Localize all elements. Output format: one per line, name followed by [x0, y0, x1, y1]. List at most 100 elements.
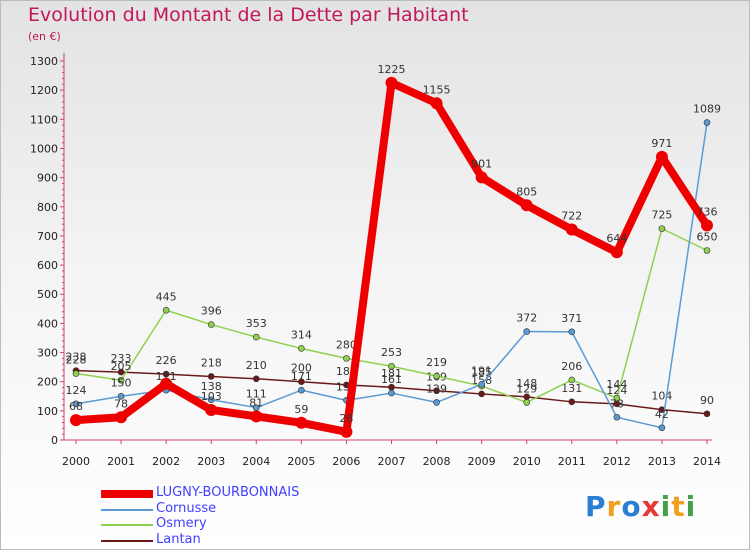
data-label-osmery: 206	[561, 360, 582, 373]
x-tick-label: 2013	[648, 455, 676, 468]
legend-label: Osmery	[156, 516, 207, 531]
data-point-lantan	[252, 375, 260, 383]
x-tick-label: 2007	[378, 455, 406, 468]
data-point-cornusse	[207, 396, 215, 404]
data-point-lugny-bourbonnais	[70, 414, 82, 427]
data-label-cornusse: 171	[291, 370, 312, 383]
data-label-osmery: 219	[426, 356, 447, 369]
data-label-cornusse: 161	[381, 373, 402, 386]
x-tick-label: 2010	[513, 455, 541, 468]
legend-swatch-lantan	[101, 539, 153, 542]
y-tick-label: 300	[37, 347, 58, 360]
data-point-osmery	[658, 225, 666, 232]
data-point-osmery	[568, 376, 576, 384]
x-tick-label: 2003	[197, 455, 225, 468]
data-point-osmery	[703, 247, 711, 254]
data-point-lantan	[703, 410, 711, 418]
y-tick-label: 1200	[30, 84, 58, 97]
data-point-lugny-bourbonnais	[340, 425, 353, 438]
data-label-lugny-bourbonnais: 971	[651, 137, 672, 150]
data-label-lugny-bourbonnais: 644	[606, 232, 627, 245]
data-label-cornusse: 372	[516, 312, 537, 325]
y-tick-label: 1100	[30, 113, 58, 126]
data-point-cornusse	[72, 400, 80, 408]
data-point-cornusse	[433, 399, 440, 406]
y-tick-label: 600	[37, 259, 58, 272]
data-label-cornusse: 150	[111, 376, 132, 389]
chart-title: Evolution du Montant de la Dette par Hab…	[28, 4, 469, 26]
data-label-cornusse: 171	[156, 370, 177, 383]
data-label-osmery: 650	[697, 231, 718, 244]
data-label-cornusse: 129	[426, 382, 447, 395]
legend-label: Lantan	[156, 531, 201, 547]
data-label-lugny-bourbonnais: 59	[294, 403, 308, 416]
data-point-lugny-bourbonnais	[475, 171, 488, 184]
x-tick-label: 2011	[558, 455, 586, 468]
data-point-cornusse	[703, 119, 711, 126]
data-label-lantan: 90	[700, 394, 714, 407]
data-label-lantan: 210	[246, 359, 267, 372]
data-point-lugny-bourbonnais	[520, 199, 533, 212]
x-tick-label: 2006	[332, 455, 360, 468]
data-label-lantan: 233	[111, 352, 132, 365]
data-point-lantan	[433, 387, 440, 395]
x-tick-label: 2005	[287, 455, 315, 468]
data-label-cornusse: 191	[471, 364, 492, 377]
data-point-osmery	[298, 345, 305, 352]
data-point-lantan	[478, 390, 485, 398]
data-label-osmery: 353	[246, 317, 267, 330]
data-label-cornusse: 138	[201, 380, 222, 393]
data-point-lugny-bourbonnais	[655, 150, 668, 163]
data-label-lantan: 131	[561, 382, 582, 395]
data-point-cornusse	[658, 424, 666, 432]
data-label-lugny-bourbonnais: 78	[114, 397, 128, 410]
data-label-lugny-bourbonnais: 103	[201, 390, 222, 403]
y-tick-label: 900	[37, 172, 58, 185]
data-label-lantan: 238	[66, 351, 87, 364]
data-label-cornusse: 78	[610, 397, 624, 410]
data-point-lantan	[568, 398, 576, 406]
data-point-cornusse	[478, 381, 485, 388]
data-label-lugny-bourbonnais: 81	[249, 396, 263, 409]
x-tick-label: 2009	[468, 455, 496, 468]
data-point-osmery	[117, 376, 125, 384]
chart-subtitle: (en €)	[28, 30, 61, 43]
legend-label: Cornusse	[156, 500, 217, 516]
y-tick-label: 1000	[30, 142, 58, 155]
data-label-cornusse: 371	[561, 312, 582, 325]
data-point-cornusse	[388, 389, 395, 397]
data-point-lantan	[162, 370, 170, 378]
data-point-lugny-bourbonnais	[430, 97, 443, 110]
data-label-lugny-bourbonnais: 1155	[423, 83, 451, 96]
data-point-lantan	[207, 373, 215, 380]
data-point-osmery	[523, 399, 531, 406]
data-label-lugny-bourbonnais: 901	[471, 157, 492, 170]
data-point-lugny-bourbonnais	[205, 403, 218, 416]
y-tick-label: 500	[37, 288, 58, 301]
legend-swatch-osmery	[101, 524, 153, 526]
x-tick-label: 2014	[693, 455, 721, 468]
data-label-lantan: 104	[651, 390, 672, 403]
data-label-cornusse: 124	[66, 384, 87, 397]
data-point-cornusse	[523, 328, 531, 335]
data-point-osmery	[252, 333, 260, 341]
data-label-lantan: 124	[606, 384, 627, 397]
data-point-cornusse	[298, 386, 305, 394]
data-point-osmery	[388, 362, 395, 370]
data-label-osmery: 314	[291, 328, 312, 341]
data-point-lantan	[298, 378, 305, 385]
data-label-lugny-bourbonnais: 68	[69, 400, 83, 413]
data-label-osmery: 253	[381, 346, 402, 359]
data-point-osmery	[72, 370, 80, 377]
y-tick-label: 100	[37, 405, 58, 418]
data-point-cornusse	[117, 392, 125, 400]
data-point-osmery	[613, 394, 621, 402]
data-label-lantan: 181	[381, 367, 402, 380]
data-label-lantan: 218	[201, 356, 222, 369]
data-label-lantan: 200	[291, 362, 312, 375]
data-label-osmery: 144	[606, 378, 627, 391]
data-label-osmery: 725	[651, 209, 672, 222]
data-point-lugny-bourbonnais	[610, 246, 623, 259]
